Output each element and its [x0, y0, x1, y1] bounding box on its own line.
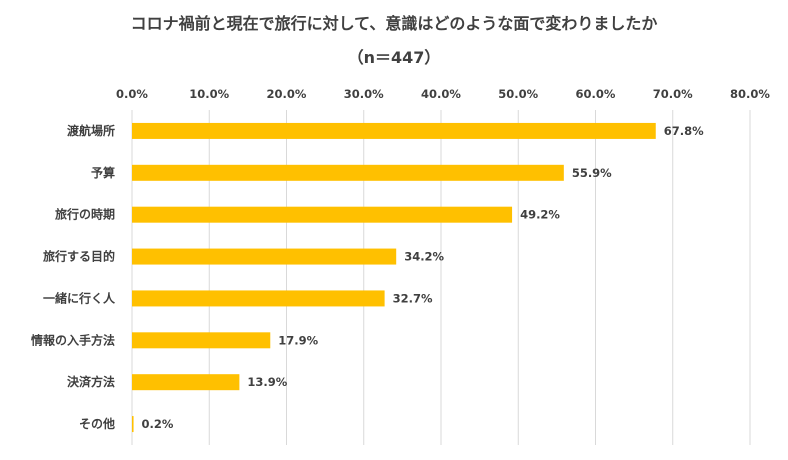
gridlines	[131, 110, 751, 445]
data-label: 34.2%	[404, 250, 444, 264]
x-tick-label: 0.0%	[116, 87, 148, 101]
bar	[132, 290, 385, 307]
category-label: 情報の入手方法	[31, 332, 115, 347]
x-tick-label: 80.0%	[730, 87, 770, 101]
category-label: その他	[79, 416, 115, 431]
x-tick-label: 30.0%	[344, 87, 384, 101]
x-tick-label: 60.0%	[576, 87, 616, 101]
bars	[132, 122, 656, 433]
category-label: 決済方法	[67, 374, 115, 389]
x-tick-label: 40.0%	[421, 87, 461, 101]
data-label: 32.7%	[393, 291, 433, 305]
bar	[132, 206, 513, 223]
data-label: 13.9%	[247, 375, 287, 389]
data-label: 49.2%	[520, 208, 560, 222]
data-label: 17.9%	[278, 333, 318, 347]
data-label: 55.9%	[572, 166, 612, 180]
bar	[132, 248, 397, 265]
data-labels: 67.8% 55.9% 49.2% 34.2% 32.7% 17.9% 13.9% 0.2%	[142, 124, 705, 431]
category-label: 予算	[91, 165, 115, 180]
chart-title: コロナ禍前と現在で旅行に対して、意識はどのような面で変わりましたか	[131, 14, 658, 33]
category-label: 旅行する目的	[43, 249, 115, 264]
x-tick-label: 20.0%	[267, 87, 307, 101]
x-tick-label: 10.0%	[189, 87, 229, 101]
bar	[132, 122, 656, 139]
x-tick-label: 70.0%	[653, 87, 693, 101]
chart-subtitle: （n＝447）	[348, 48, 441, 67]
category-label: 渡航場所	[67, 123, 115, 138]
x-axis-ticks: 0.0% 10.0% 20.0% 30.0% 40.0% 50.0% 60.0% 70.0% 8…	[116, 87, 770, 101]
category-label: 旅行の時期	[55, 207, 115, 222]
x-tick-label: 50.0%	[498, 87, 538, 101]
bar	[132, 374, 240, 391]
category-label: 一緒に行く人	[43, 290, 116, 305]
bar	[132, 416, 134, 433]
bar	[132, 164, 564, 181]
data-label: 0.2%	[142, 417, 174, 431]
bar	[132, 332, 271, 349]
data-label: 67.8%	[664, 124, 704, 138]
